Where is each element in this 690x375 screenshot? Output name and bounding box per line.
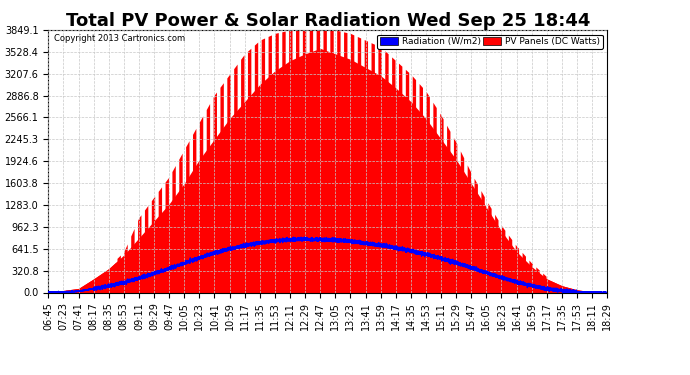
Title: Total PV Power & Solar Radiation Wed Sep 25 18:44: Total PV Power & Solar Radiation Wed Sep… — [66, 12, 590, 30]
Legend: Radiation (W/m2), PV Panels (DC Watts): Radiation (W/m2), PV Panels (DC Watts) — [377, 34, 602, 49]
Text: Copyright 2013 Cartronics.com: Copyright 2013 Cartronics.com — [54, 34, 185, 43]
